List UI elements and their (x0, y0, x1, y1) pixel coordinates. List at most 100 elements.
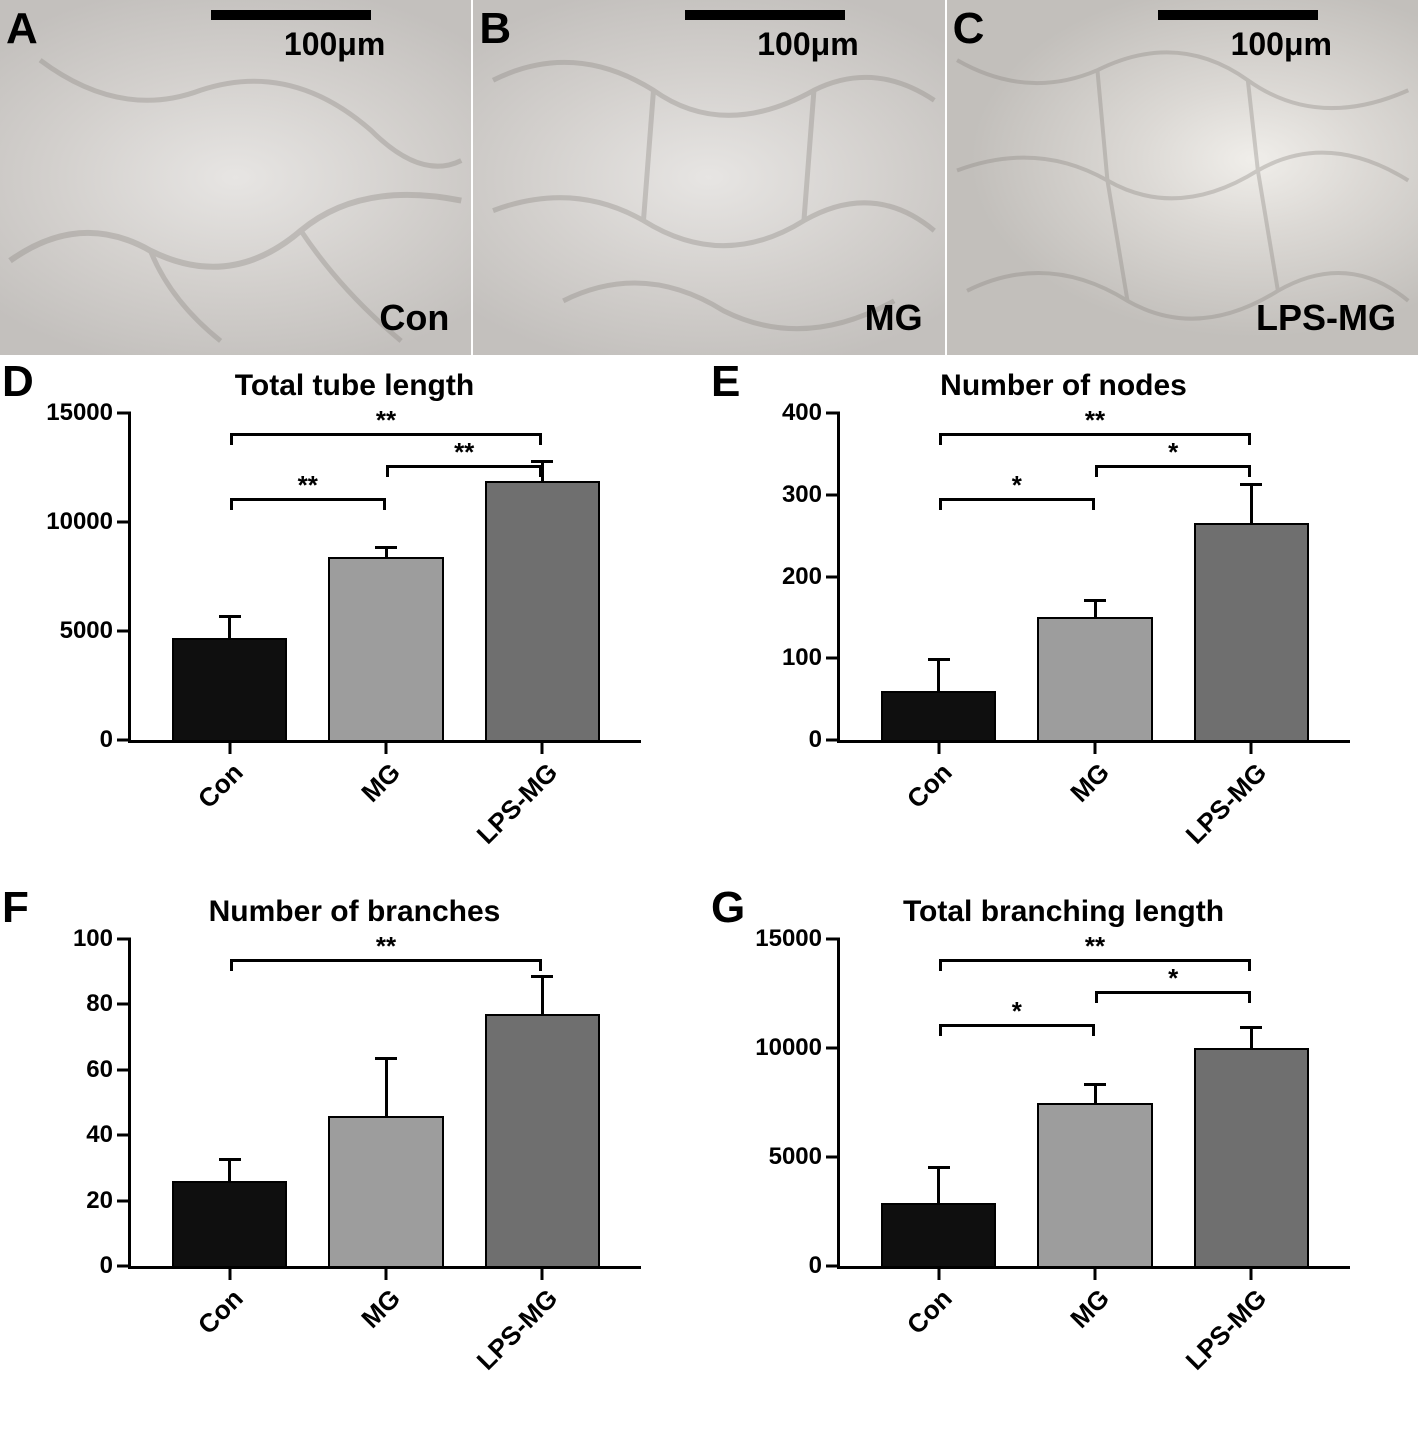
bar (1037, 617, 1153, 740)
panel-letter: B (479, 4, 511, 54)
error-bar (228, 615, 231, 638)
bar-slot (1017, 939, 1173, 1266)
bar (1194, 523, 1310, 740)
bar (881, 691, 997, 740)
y-tick-label: 15000 (46, 399, 131, 427)
error-bar (1250, 483, 1253, 524)
error-bar (937, 658, 940, 691)
y-tick-label: 20 (86, 1187, 131, 1215)
significance-label: ** (454, 439, 474, 465)
y-tick-label: 200 (782, 563, 840, 591)
scalebar-label: 100μm (757, 26, 858, 63)
plot-area: 020406080100** (128, 939, 641, 1269)
scalebar (1158, 10, 1318, 20)
scalebar-label: 100μm (1231, 26, 1332, 63)
y-tick-label: 300 (782, 481, 840, 509)
chart-title: Number of branches (8, 895, 701, 929)
plot-area: 050001000015000****** (128, 413, 641, 743)
scalebar (685, 10, 845, 20)
significance-label: ** (298, 472, 318, 498)
x-labels: Con MG LPS-MG (128, 1269, 641, 1399)
bar (328, 1116, 444, 1266)
chart-row: D Total tube length 050001000015000*****… (0, 355, 1418, 881)
bar-slot (308, 939, 464, 1266)
x-label: Con (900, 757, 958, 815)
bar (1194, 1048, 1310, 1266)
micrograph-caption: LPS-MG (1256, 297, 1396, 339)
panel-letter: A (6, 4, 38, 54)
panel-letter: D (2, 357, 34, 407)
y-tick-label: 10000 (755, 1034, 840, 1062)
significance-label: * (1012, 472, 1022, 498)
y-tick-label: 15000 (755, 925, 840, 953)
x-label: Con (191, 1283, 249, 1341)
bar-slot (464, 939, 620, 1266)
y-tick-label: 40 (86, 1121, 131, 1149)
figure: A 100μm Con B 100μm MG (0, 0, 1418, 1407)
y-tick-label: 5000 (60, 617, 131, 645)
x-label: LPS-MG (1179, 1283, 1272, 1376)
y-tick-label: 400 (782, 399, 840, 427)
bar-slot (308, 413, 464, 740)
bar (485, 1014, 601, 1266)
micrograph-caption: MG (865, 297, 923, 339)
y-tick-label: 100 (73, 925, 131, 953)
error-bar (541, 975, 544, 1014)
bar-slot (1173, 413, 1329, 740)
micrograph-B: B 100μm MG (473, 0, 946, 355)
error-bar (385, 546, 388, 557)
chart-title: Number of nodes (717, 369, 1410, 403)
x-label: LPS-MG (470, 1283, 563, 1376)
panel-letter: F (2, 883, 29, 933)
y-tick-label: 0 (100, 1252, 131, 1280)
chart-title: Total branching length (717, 895, 1410, 929)
micrograph-C: C 100μm LPS-MG (947, 0, 1418, 355)
bar (172, 638, 288, 740)
y-tick-label: 0 (809, 726, 840, 754)
bar-slot (860, 939, 1016, 1266)
bars (131, 939, 641, 1266)
x-label: Con (900, 1283, 958, 1341)
scalebar-label: 100μm (284, 26, 385, 63)
chart-title: Total tube length (8, 369, 701, 403)
x-labels: ConMGLPS-MG (837, 1269, 1350, 1399)
significance-label: ** (1085, 933, 1105, 959)
significance-label: * (1012, 998, 1022, 1024)
bar-slot (151, 413, 307, 740)
x-label: MG (355, 1283, 407, 1335)
y-tick-label: 0 (100, 726, 131, 754)
x-label: MG (355, 757, 407, 809)
error-bar (385, 1057, 388, 1116)
bar-slot (1173, 939, 1329, 1266)
x-label: LPS-MG (1179, 757, 1272, 850)
significance-label: ** (376, 933, 396, 959)
bar (881, 1203, 997, 1266)
y-tick-label: 60 (86, 1056, 131, 1084)
x-labels: Con MG LPS-MG (128, 743, 641, 873)
x-label: Con (191, 757, 249, 815)
x-label: LPS-MG (470, 757, 563, 850)
bars (131, 413, 641, 740)
x-label: MG (1064, 757, 1116, 809)
bar-slot (464, 413, 620, 740)
error-bar (1250, 1026, 1253, 1048)
y-tick-label: 0 (809, 1252, 840, 1280)
plot-area: 050001000015000**** (837, 939, 1350, 1269)
chart-row: F Number of branches 020406080100** Con M… (0, 881, 1418, 1407)
chart-D: D Total tube length 050001000015000*****… (0, 355, 709, 881)
plot: 0100200300400**** ConMGLPS-MG (837, 413, 1350, 873)
significance-label: * (1168, 439, 1178, 465)
significance-label: ** (1085, 407, 1105, 433)
chart-F: F Number of branches 020406080100** Con M… (0, 881, 709, 1407)
significance-label: * (1168, 965, 1178, 991)
bar-slot (1017, 413, 1173, 740)
bar (172, 1181, 288, 1266)
bar (485, 481, 601, 740)
significance-label: ** (376, 407, 396, 433)
error-bar (228, 1158, 231, 1181)
error-bar (1094, 1083, 1097, 1103)
micrograph-A: A 100μm Con (0, 0, 473, 355)
chart-G: G Total branching length 050001000015000… (709, 881, 1418, 1407)
error-bar (1094, 599, 1097, 617)
micrograph-caption: Con (379, 297, 449, 339)
